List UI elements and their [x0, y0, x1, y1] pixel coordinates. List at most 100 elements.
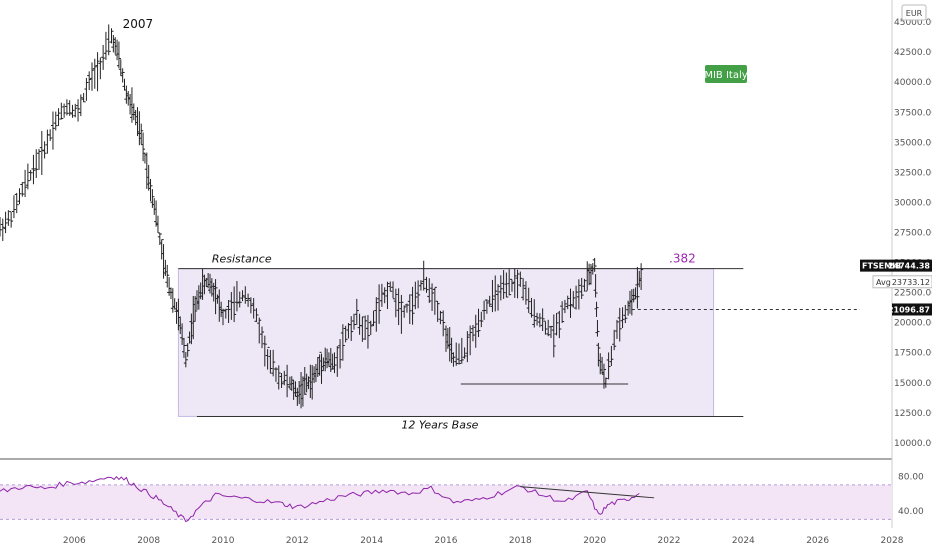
y-tick-label: 42500.00: [894, 48, 932, 58]
x-tick-label: 2006: [63, 536, 86, 546]
price-bar: [45, 129, 50, 154]
price-bar: [515, 269, 520, 299]
price-bar: [571, 291, 576, 308]
price-bar: [240, 290, 245, 302]
price-bar: [120, 68, 125, 83]
price-bar: [165, 264, 170, 288]
price-bar: [42, 141, 47, 159]
currency-tag[interactable]: EUR: [901, 4, 927, 21]
price-bar: [237, 291, 242, 308]
price-bar: [92, 58, 97, 89]
avg-label: Avg: [876, 278, 891, 287]
rsi-axis: 80.00 40.00: [898, 472, 924, 517]
price-bar: [385, 281, 390, 310]
price-bar: [526, 287, 531, 313]
x-tick-label: 2028: [881, 536, 904, 546]
price-bar: [592, 257, 597, 272]
y-tick-label: 12500.00: [894, 409, 932, 419]
x-tick-label: 2010: [212, 536, 235, 546]
price-bar: [593, 274, 598, 298]
price-bar: [340, 324, 345, 361]
price-bar: [232, 286, 237, 323]
price-bar: [106, 24, 111, 56]
price-bar: [603, 377, 608, 388]
price-bar: [413, 281, 418, 310]
y-axis[interactable]: 45000.00 42500.00 40000.00 37500.00 35000.00…: [894, 18, 932, 449]
currency-label: EUR: [906, 9, 923, 18]
x-axis[interactable]: 2006 2008 2010 2012 2014 2016 2018 2020 2022 2024…: [63, 536, 904, 546]
price-bar: [302, 366, 307, 395]
price-bar: [617, 307, 622, 342]
price-bar: [368, 320, 373, 336]
rsi-tick-label: 80.00: [898, 472, 924, 482]
price-bar: [614, 319, 619, 339]
last-value: 24744.38: [888, 262, 930, 271]
price-bar: [579, 277, 584, 299]
price-bar: [141, 132, 146, 162]
price-bar: [335, 346, 340, 377]
price-bar: [103, 31, 108, 60]
price-bar: [285, 364, 290, 398]
price-bar: [523, 281, 528, 305]
price-bar: [535, 312, 540, 326]
price-bar: [62, 103, 67, 118]
price-bar: [454, 342, 459, 366]
y-tick-label: 22500.00: [894, 289, 932, 299]
price-bar: [246, 293, 251, 307]
price-bar: [371, 310, 376, 327]
price-bar: [482, 300, 487, 320]
price-bar: [20, 181, 25, 197]
price-bar: [76, 99, 81, 122]
price-bar: [441, 310, 446, 337]
price-bar: [17, 188, 22, 205]
x-tick-label: 2022: [658, 536, 681, 546]
price-bar: [257, 317, 262, 344]
price-bar: [537, 313, 542, 328]
price-bar: [620, 307, 625, 329]
price-bar: [493, 275, 498, 312]
y-tick-label: 10000.00: [894, 439, 932, 449]
price-bar: [282, 370, 287, 386]
price-bar: [332, 352, 337, 374]
price-bar: [546, 319, 551, 337]
x-tick-label: 2024: [732, 536, 755, 546]
price-bar: [243, 286, 248, 304]
price-bar: [557, 310, 562, 339]
y-tick-label: 35000.00: [894, 138, 932, 148]
resistance-label: Resistance: [212, 253, 272, 266]
price-bar: [393, 288, 398, 318]
price-bar: [352, 313, 357, 330]
price-bar: [421, 260, 426, 291]
price-bar: [56, 108, 61, 126]
legend-label: MIB Italy: [704, 70, 747, 81]
price-bar: [365, 314, 370, 349]
price-bar: [34, 149, 39, 178]
price-bar: [268, 349, 273, 374]
price-bar: [582, 278, 587, 292]
price-bar: [470, 324, 475, 342]
legend: MIB Italy: [704, 65, 748, 83]
price-bar: [407, 294, 412, 325]
rsi-trendline: [520, 486, 655, 499]
price-bar: [260, 326, 265, 349]
price-bar: [64, 99, 69, 116]
price-bar: [70, 104, 75, 118]
price-bar: [48, 129, 53, 141]
price-bar: [273, 367, 278, 382]
main-pane: 2007 Resistance 12 Years Base .382: [0, 17, 860, 431]
price-bar: [416, 280, 421, 309]
price-bar: [396, 288, 401, 326]
price-bar: [343, 325, 348, 343]
price-bar: [410, 286, 415, 325]
price-bar: [159, 239, 164, 260]
price-bar: [532, 299, 537, 328]
price-bar: [223, 308, 228, 319]
price-label-level: 21096.87: [888, 303, 932, 316]
price-bar: [487, 295, 492, 307]
price-bar: [568, 288, 573, 318]
price-bar: [498, 275, 503, 301]
price-bar: [6, 210, 11, 226]
price-bar: [39, 130, 44, 176]
price-bar: [226, 299, 231, 323]
